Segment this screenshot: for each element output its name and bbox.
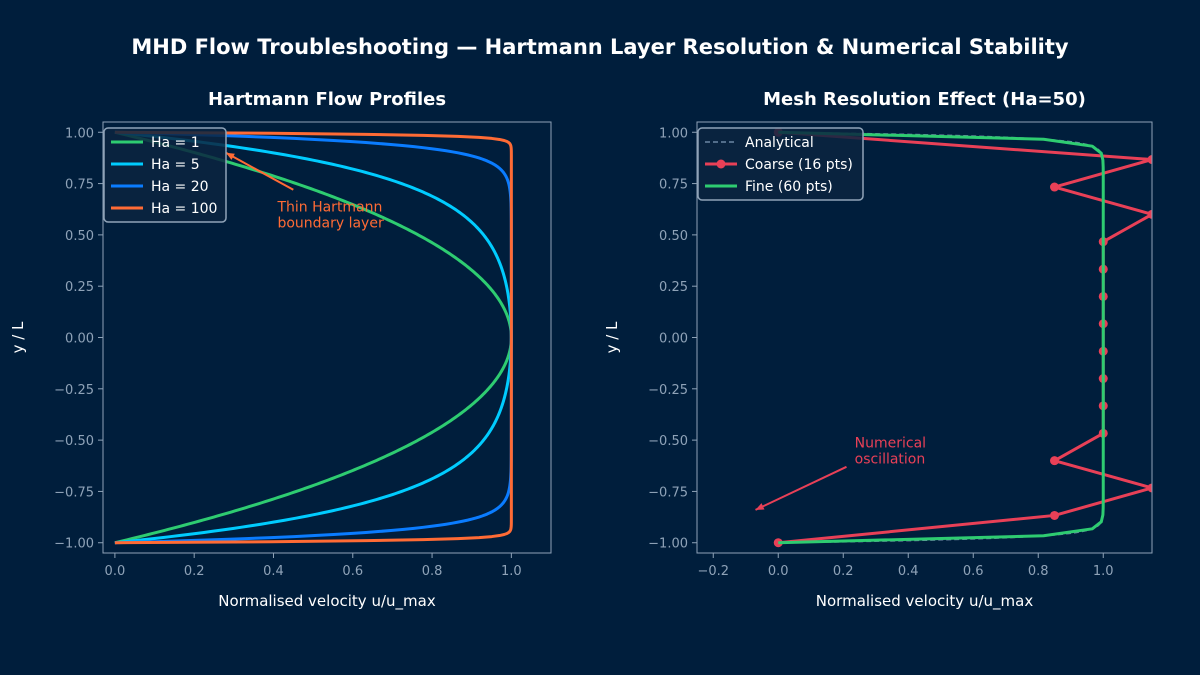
x-tick-label: 0.4 xyxy=(898,564,919,579)
x-tick-label: 0.0 xyxy=(768,564,789,579)
axes-frame xyxy=(102,121,552,554)
annotation-arrow xyxy=(225,151,294,191)
x-tick-label: 0.6 xyxy=(963,564,984,579)
data-point xyxy=(1147,483,1152,493)
y-tick-label: 0.50 xyxy=(659,229,688,244)
legend-label: Analytical xyxy=(745,135,814,151)
subplot-2: Mesh Resolution Effect (Ha=50) Normalised… xyxy=(603,89,1153,611)
y-axis-label: y / L xyxy=(603,321,621,353)
y-tick-label: 0.50 xyxy=(65,229,94,244)
y-tick-label: 0.75 xyxy=(659,178,688,193)
legend-marker xyxy=(716,159,726,169)
x-tick-label: 1.0 xyxy=(1093,564,1114,579)
data-point xyxy=(1050,456,1059,466)
y-tick-label: 0.25 xyxy=(65,280,94,295)
subplot-title: Hartmann Flow Profiles xyxy=(208,89,446,110)
x-tick-label: 0.8 xyxy=(1028,564,1049,579)
y-tick-label: −0.25 xyxy=(648,383,688,398)
figure-title: MHD Flow Troubleshooting — Hartmann Laye… xyxy=(131,35,1069,59)
annotation-arrow xyxy=(755,465,847,511)
series-line-ha-100 xyxy=(114,130,513,545)
x-tick-label: 1.0 xyxy=(501,564,522,579)
annotation-text: oscillation xyxy=(855,451,926,467)
series-line-fine-60-pts- xyxy=(778,130,1105,545)
y-tick-label: 1.00 xyxy=(659,126,688,141)
legend-label: Ha = 20 xyxy=(151,179,209,195)
legend-label: Coarse (16 pts) xyxy=(745,157,853,173)
x-axis-label: Normalised velocity u/u_max xyxy=(816,592,1034,611)
y-tick-label: −0.75 xyxy=(648,485,688,500)
data-point xyxy=(1050,510,1059,520)
annotation-text: Thin Hartmann xyxy=(276,199,382,215)
arrowhead-icon xyxy=(225,152,235,160)
axes-frame xyxy=(696,121,1153,554)
legend-label: Fine (60 pts) xyxy=(745,179,833,195)
x-axis-label: Normalised velocity u/u_max xyxy=(218,592,436,611)
y-tick-label: 0.25 xyxy=(659,280,688,295)
x-tick-label: −0.2 xyxy=(697,564,729,579)
x-tick-label: 0.4 xyxy=(263,564,284,579)
x-tick-label: 0.2 xyxy=(184,564,205,579)
legend-label: Ha = 1 xyxy=(151,135,200,151)
y-tick-label: −1.00 xyxy=(648,537,688,552)
annotation-text: Numerical xyxy=(855,435,926,451)
plot-area xyxy=(114,130,513,545)
legend: Ha = 1 Ha = 5 Ha = 20 Ha = 100 xyxy=(103,127,227,223)
subplot-title: Mesh Resolution Effect (Ha=50) xyxy=(763,89,1086,110)
x-tick-label: 0.2 xyxy=(833,564,854,579)
subplot-1: Hartmann Flow Profiles Normalised velocit… xyxy=(9,89,552,611)
y-tick-label: 1.00 xyxy=(65,126,94,141)
y-axis-label: y / L xyxy=(9,321,27,353)
data-point xyxy=(1147,155,1152,165)
y-tick-label: 0.00 xyxy=(659,332,688,347)
plot-area xyxy=(773,127,1152,548)
legend: Analytical Coarse (16 pts) Fine (60 pts) xyxy=(697,127,864,201)
legend-label: Ha = 100 xyxy=(151,201,217,217)
x-tick-label: 0.0 xyxy=(105,564,126,579)
y-tick-label: −0.75 xyxy=(54,485,94,500)
x-tick-label: 0.6 xyxy=(342,564,363,579)
annotation-text: boundary layer xyxy=(277,215,384,231)
legend-label: Ha = 5 xyxy=(151,157,200,173)
y-tick-label: −0.50 xyxy=(54,434,94,449)
data-point xyxy=(1147,209,1152,219)
y-tick-label: 0.00 xyxy=(65,332,94,347)
y-tick-label: 0.75 xyxy=(65,178,94,193)
y-tick-label: −1.00 xyxy=(54,537,94,552)
y-tick-label: −0.25 xyxy=(54,383,94,398)
y-tick-label: −0.50 xyxy=(648,434,688,449)
arrowhead-icon xyxy=(755,503,765,510)
x-tick-label: 0.8 xyxy=(422,564,443,579)
data-point xyxy=(1050,182,1059,192)
